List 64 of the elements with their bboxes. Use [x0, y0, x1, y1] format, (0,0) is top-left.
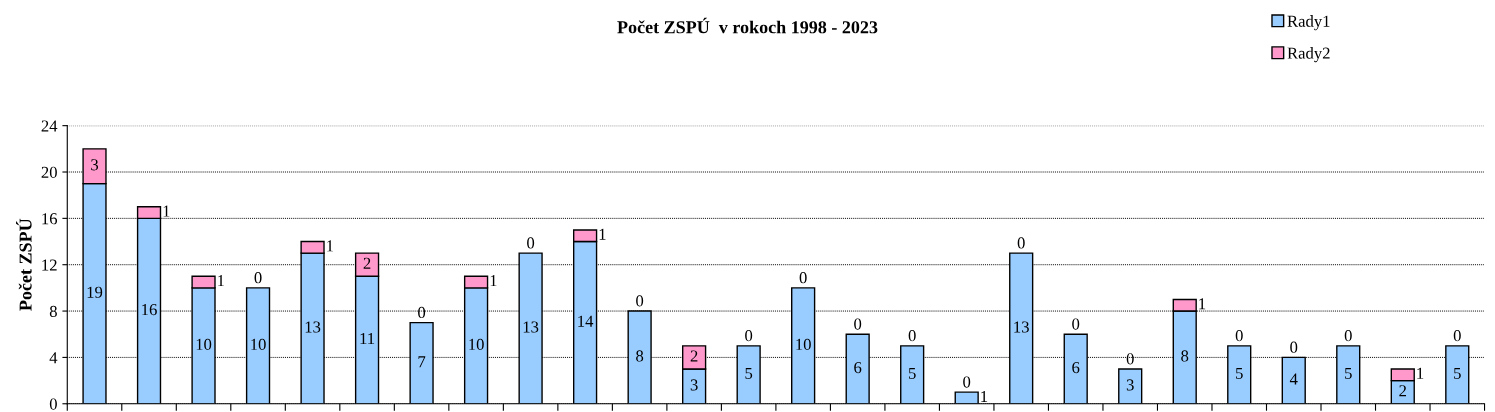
data-label: 6	[1072, 361, 1080, 374]
chart-title: Počet ZSPÚ v rokoch 1998 - 2023	[617, 17, 878, 34]
y-tick-label: 4	[49, 352, 58, 364]
data-label: 0	[1344, 330, 1352, 342]
data-label: 8	[636, 350, 644, 362]
data-label: 5	[1345, 367, 1352, 379]
data-label: 0	[745, 330, 753, 342]
data-label: 5	[908, 367, 916, 379]
data-label: 0	[636, 295, 644, 307]
data-label: 13	[305, 321, 321, 333]
data-label: 10	[796, 338, 811, 350]
y-tick-label: 8	[49, 305, 57, 318]
data-label: 0	[854, 318, 862, 330]
data-label: 2	[363, 257, 371, 269]
data-label: 1	[218, 275, 224, 287]
data-label: 11	[360, 333, 375, 345]
data-label: 16	[142, 304, 157, 316]
y-tick-label: 0	[49, 398, 57, 410]
data-label: 5	[1236, 367, 1243, 379]
data-label: 13	[523, 321, 539, 333]
data-label: 8	[1181, 350, 1189, 362]
data-label: 0	[1126, 353, 1134, 365]
data-label: 1	[1417, 367, 1424, 379]
data-label: 10	[469, 338, 484, 350]
y-axis-title: Počet ZSPÚ	[16, 218, 32, 311]
data-label: 0	[908, 330, 916, 342]
data-label: 5	[1454, 367, 1461, 379]
data-label: 3	[91, 159, 99, 171]
data-label: 3	[1126, 379, 1134, 391]
data-label: 4	[1289, 373, 1298, 385]
y-tick-label: 16	[42, 213, 58, 225]
data-label: 0	[799, 272, 807, 284]
y-tick-label: 20	[41, 166, 57, 178]
data-label: 1	[327, 240, 333, 252]
data-label: 1	[163, 205, 170, 217]
data-label: 1	[1199, 298, 1206, 310]
data-label: 0	[254, 272, 262, 284]
data-label: 13	[1014, 321, 1029, 333]
data-label: 1	[490, 275, 497, 287]
data-label: 7	[418, 356, 426, 368]
data-label: 2	[1399, 385, 1407, 397]
data-label: 19	[87, 286, 103, 298]
data-label: 0	[1072, 318, 1080, 330]
data-label: 10	[196, 338, 212, 350]
data-label: 0	[963, 376, 971, 388]
data-label: 0	[1235, 330, 1243, 342]
bar	[954, 391, 979, 404]
legend-label: Rady2	[1287, 47, 1330, 63]
data-label: 0	[418, 306, 426, 319]
data-label: 0	[527, 237, 535, 249]
y-tick-label: 12	[42, 259, 57, 271]
data-label: 0	[1453, 330, 1461, 342]
y-tick-label: 24	[41, 120, 58, 132]
data-label: 10	[251, 338, 266, 350]
data-label: 1	[981, 390, 988, 402]
data-label: 3	[690, 379, 698, 391]
data-label: 5	[745, 367, 753, 379]
data-label: 6	[854, 361, 862, 374]
data-label: 0	[1290, 341, 1298, 353]
data-label: 14	[578, 315, 594, 327]
data-label: 2	[690, 350, 698, 362]
data-label: 1	[599, 228, 606, 240]
data-label: 0	[1017, 237, 1025, 249]
legend-label: Rady1	[1287, 15, 1330, 31]
